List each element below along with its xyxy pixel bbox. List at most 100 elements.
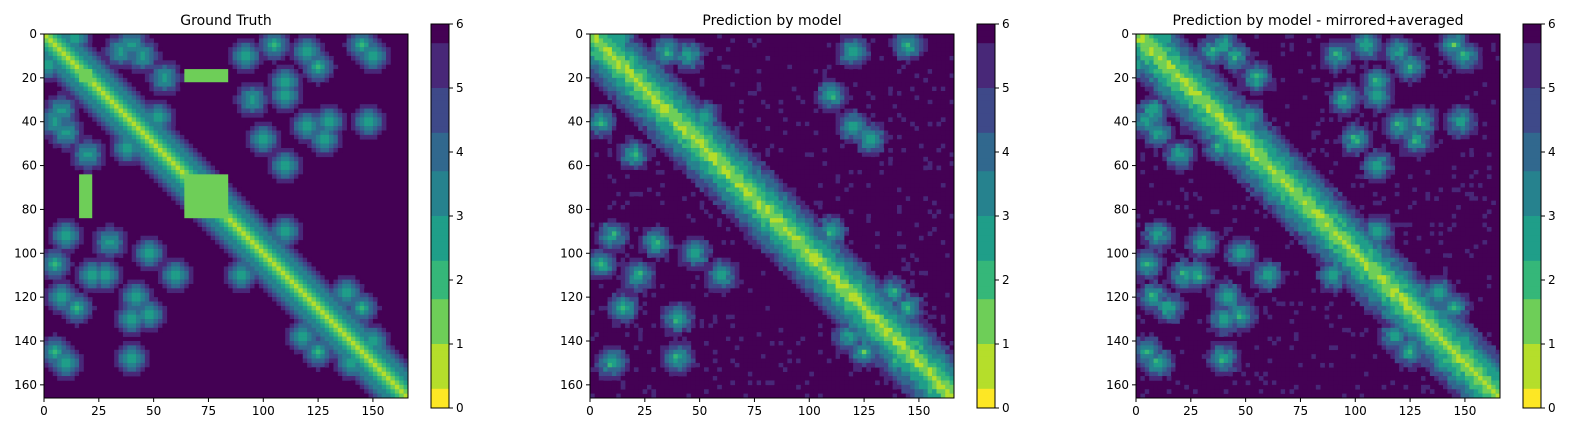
heatmap-cell — [839, 51, 845, 57]
heatmap-cell — [57, 244, 62, 250]
heatmap-cell — [52, 262, 58, 267]
heatmap-cell — [704, 108, 709, 114]
heatmap-cell — [158, 91, 163, 96]
heatmap-cell — [158, 310, 163, 315]
heatmap-cell — [655, 134, 661, 140]
heatmap-cell — [118, 73, 124, 79]
heatmap-cell — [215, 218, 220, 223]
heatmap-cell — [734, 126, 740, 131]
heatmap-cell — [272, 288, 277, 294]
heatmap-cell — [74, 95, 80, 101]
heatmap-cell — [44, 134, 49, 140]
heatmap-cell — [342, 292, 347, 298]
heatmap-cell — [44, 99, 49, 105]
heatmap-cell — [280, 73, 286, 79]
colorbar-segment — [431, 184, 449, 191]
heatmap-cell — [377, 327, 382, 333]
heatmap-cell — [79, 51, 84, 57]
heatmap-cell — [175, 82, 181, 87]
heatmap-cell — [607, 134, 613, 140]
heatmap-cell — [258, 42, 264, 48]
heatmap-cell — [250, 200, 255, 206]
heatmap-cell — [131, 301, 137, 307]
heatmap-cell — [298, 99, 304, 105]
heatmap-cell — [83, 292, 89, 298]
heatmap-cell — [616, 130, 621, 136]
heatmap-cell — [254, 134, 260, 140]
heatmap-cell — [171, 288, 176, 294]
heatmap-cell — [765, 121, 771, 127]
heatmap-cell — [302, 283, 308, 289]
heatmap-cell — [144, 288, 150, 294]
heatmap-cell — [813, 104, 819, 109]
heatmap-cell — [179, 178, 185, 184]
heatmap-cell — [79, 99, 84, 105]
heatmap-cell — [83, 64, 89, 70]
heatmap-cell — [883, 117, 889, 123]
heatmap-cell — [734, 143, 740, 149]
heatmap-cell — [267, 148, 273, 153]
heatmap-cell — [359, 34, 365, 39]
heatmap-cell — [796, 130, 801, 136]
heatmap-cell — [158, 169, 163, 175]
heatmap-cell — [708, 104, 714, 109]
heatmap-cell — [625, 143, 630, 149]
heatmap-cell — [280, 270, 286, 276]
heatmap-cell — [70, 55, 75, 61]
heatmap-cell — [638, 99, 643, 105]
heatmap-cell — [162, 178, 168, 184]
heatmap-cell — [787, 130, 793, 136]
heatmap-cell — [756, 82, 762, 87]
heatmap-cell — [699, 86, 705, 92]
heatmap-cell — [359, 292, 365, 298]
heatmap-cell — [44, 354, 49, 359]
heatmap-cell — [289, 156, 295, 162]
heatmap-cell — [127, 292, 133, 298]
heatmap-cell — [800, 34, 806, 39]
heatmap-cell — [131, 332, 137, 337]
heatmap-cell — [74, 371, 80, 377]
heatmap-cell — [796, 126, 801, 131]
heatmap-cell — [57, 148, 62, 153]
heatmap-cell — [144, 266, 150, 272]
heatmap-cell — [74, 235, 80, 241]
heatmap-cell — [206, 169, 211, 175]
heatmap-cell — [280, 47, 286, 52]
heatmap-cell — [236, 244, 242, 250]
heatmap-cell — [708, 34, 714, 39]
heatmap-cell — [822, 34, 828, 39]
heatmap-cell — [324, 69, 330, 74]
colorbar-segment — [431, 132, 449, 140]
heatmap-cell — [122, 51, 128, 57]
heatmap-cell — [368, 64, 374, 70]
heatmap-cell — [333, 60, 339, 65]
heatmap-cell — [918, 126, 924, 131]
heatmap-cell — [289, 117, 295, 123]
heatmap-cell — [936, 104, 942, 109]
heatmap-cell — [166, 64, 172, 70]
heatmap-cell — [616, 77, 621, 83]
heatmap-cell — [651, 126, 657, 131]
heatmap-cell — [153, 305, 159, 311]
heatmap-cell — [333, 371, 339, 377]
heatmap-cell — [48, 371, 54, 377]
heatmap-cell — [57, 60, 62, 65]
heatmap-cell — [607, 60, 613, 65]
heatmap-cell — [695, 38, 700, 44]
heatmap-cell — [131, 349, 137, 355]
heatmap-cell — [162, 112, 168, 118]
heatmap-cell — [131, 34, 137, 39]
heatmap-cell — [74, 82, 80, 87]
heatmap-cell — [65, 292, 71, 298]
heatmap-cell — [61, 248, 67, 254]
heatmap-cell — [136, 47, 141, 52]
heatmap-cell — [695, 42, 700, 48]
heatmap-cell — [381, 367, 387, 372]
heatmap-cell — [96, 275, 102, 280]
heatmap-cell — [377, 358, 382, 364]
heatmap-cell — [144, 301, 150, 307]
heatmap-cell — [333, 64, 339, 70]
heatmap-cell — [686, 77, 692, 83]
heatmap-cell — [140, 60, 146, 65]
heatmap-cell — [87, 139, 93, 144]
